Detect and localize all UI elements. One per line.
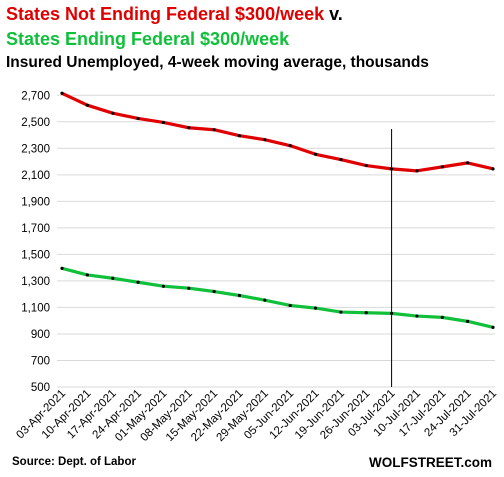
- brand-label: WOLFSTREET.com: [368, 455, 492, 470]
- y-tick-label: 2,500: [21, 117, 50, 129]
- data-point: [187, 126, 191, 130]
- series-line-0: [61, 91, 494, 173]
- chart-source: Source: Dept. of Labor: [12, 456, 136, 468]
- data-point: [415, 314, 419, 318]
- y-tick-label: 700: [31, 355, 50, 367]
- series-line-1: [61, 266, 494, 329]
- y-tick-label: 1,500: [21, 249, 50, 261]
- y-tick-label: 1,700: [21, 223, 50, 235]
- data-point: [85, 273, 89, 277]
- data-point: [389, 311, 394, 316]
- data-point: [111, 276, 115, 280]
- chart-title-line-1: States Not Ending Federal $300/week v.: [6, 4, 343, 25]
- data-point: [440, 165, 444, 169]
- y-tick-label: 2,700: [21, 90, 50, 102]
- data-point: [60, 91, 64, 95]
- data-point: [212, 128, 216, 132]
- data-point: [440, 315, 444, 319]
- data-point: [339, 310, 343, 314]
- data-point: [313, 152, 318, 156]
- y-tick-label: 2,300: [21, 143, 50, 155]
- data-point: [466, 161, 470, 165]
- data-point: [491, 167, 495, 171]
- y-tick-label: 500: [31, 382, 50, 394]
- y-tick-label: 1,300: [21, 276, 50, 288]
- y-tick-label: 900: [31, 329, 50, 341]
- data-point: [364, 163, 368, 168]
- data-point: [136, 280, 140, 284]
- data-point: [85, 103, 89, 107]
- data-point: [263, 138, 267, 142]
- data-point: [288, 303, 292, 308]
- chart-subtitle: Insured Unemployed, 4-week moving averag…: [6, 54, 429, 71]
- y-tick-label: 1,100: [21, 302, 50, 314]
- y-tick-label: 1,900: [21, 196, 50, 208]
- data-point: [313, 306, 318, 310]
- title-red-part: States Not Ending Federal $300/week: [6, 4, 325, 24]
- title-vs-part: v.: [324, 4, 343, 24]
- data-point: [161, 284, 166, 288]
- data-point: [389, 167, 394, 171]
- data-point: [237, 134, 242, 138]
- data-point: [136, 116, 140, 121]
- data-point: [466, 319, 470, 323]
- data-point: [415, 169, 419, 173]
- chart-title-line-2: States Ending Federal $300/week: [6, 29, 290, 49]
- data-point: [187, 286, 191, 290]
- data-point: [161, 120, 166, 125]
- data-point: [339, 157, 343, 162]
- data-point: [212, 289, 216, 294]
- y-tick-label: 2,100: [21, 170, 50, 182]
- data-point: [288, 144, 292, 148]
- data-point: [237, 293, 242, 298]
- data-point: [364, 311, 368, 315]
- data-point: [60, 266, 64, 270]
- data-point: [491, 325, 495, 329]
- data-point: [111, 111, 115, 115]
- data-point: [263, 298, 267, 302]
